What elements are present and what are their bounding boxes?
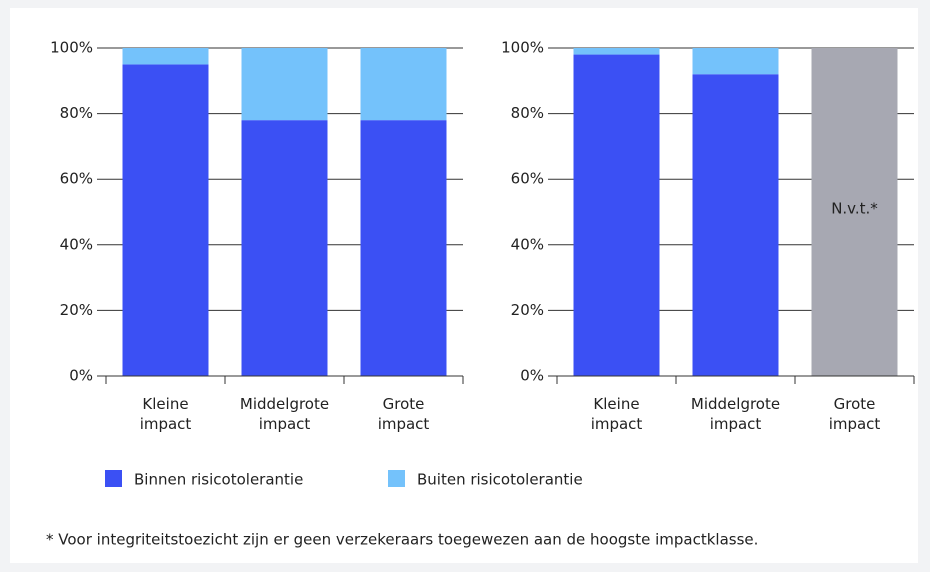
y-tick-label: 60% [60,170,93,188]
y-tick-label: 80% [511,104,544,122]
bar [360,120,447,376]
y-tick-label: 100% [50,39,93,57]
x-tick-label-line: Middelgrote [240,395,329,413]
bar [573,54,660,377]
x-tick-label-line: impact [829,415,881,433]
bar [360,48,447,121]
bar [241,48,328,121]
x-tick-label-line: impact [710,415,762,433]
bar [692,74,779,377]
bar [241,120,328,376]
y-tick-label: 0% [520,367,544,385]
y-tick-label: 0% [69,367,93,385]
y-tick-label: 40% [511,235,544,253]
bar [692,48,779,75]
x-tick-label-line: impact [259,415,311,433]
footnote: * Voor integriteitstoezicht zijn er geen… [46,531,758,549]
x-tick-label: Grote impact [829,395,881,433]
x-tick-label-line: Grote [383,395,425,413]
legend-swatch [388,470,405,487]
y-tick-label: 80% [60,104,93,122]
x-tick-label-line: Middelgrote [691,395,780,413]
y-tick-label: 60% [511,170,544,188]
y-tick-label: 100% [501,39,544,57]
x-tick-label-line: impact [378,415,430,433]
annotation: N.v.t.* [831,200,878,218]
y-tick-label: 20% [60,301,93,319]
x-tick-label-line: impact [591,415,643,433]
bar [573,48,660,55]
x-tick-label: Kleine impact [140,395,192,433]
x-tick-label: Grote impact [378,395,430,433]
legend-label: Buiten risicotolerantie [417,471,583,489]
na-bar [811,48,898,376]
x-tick-label: Kleine impact [591,395,643,433]
x-tick-label: Middelgrote impact [240,395,329,433]
legend-label: Binnen risicotolerantie [134,471,303,489]
y-tick-label: 40% [60,235,93,253]
bar [122,48,209,65]
x-tick-label-line: Kleine [593,395,639,413]
x-tick-label-line: Kleine [142,395,188,413]
bar [122,64,209,377]
legend-swatch [105,470,122,487]
x-tick-label: Middelgrote impact [691,395,780,433]
x-tick-label-line: impact [140,415,192,433]
y-tick-label: 20% [511,301,544,319]
x-tick-label-line: Grote [834,395,876,413]
